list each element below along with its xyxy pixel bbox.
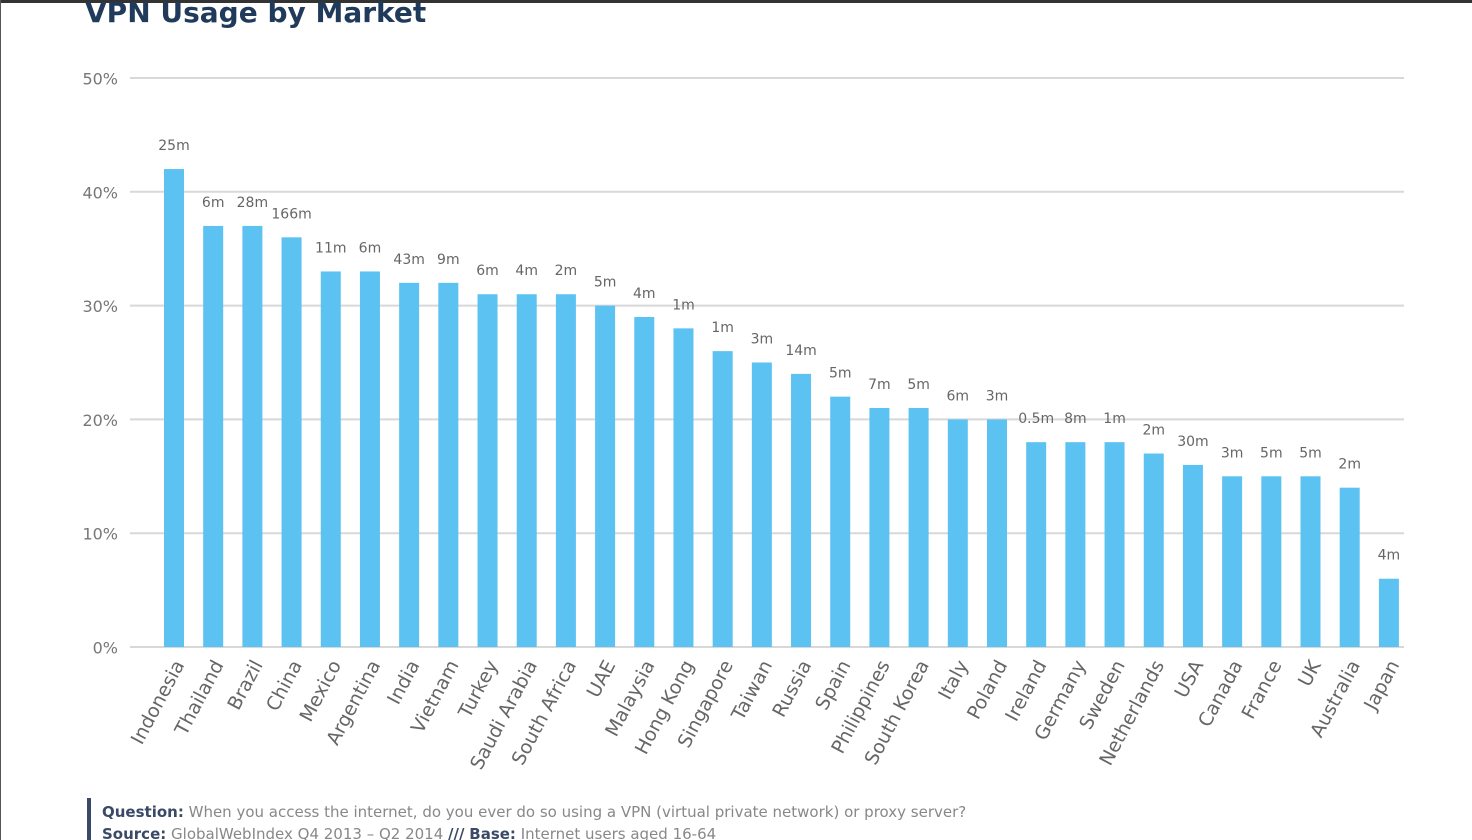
- bar: [634, 316, 655, 647]
- bar: [947, 419, 968, 647]
- bar: [1261, 476, 1282, 647]
- question-label: Question:: [102, 803, 184, 821]
- bar-annotation: 5m: [829, 366, 852, 382]
- left-border: [0, 0, 1, 840]
- bar: [1104, 442, 1125, 647]
- bar: [830, 396, 851, 647]
- bar: [516, 294, 537, 647]
- bar-annotation: 4m: [515, 263, 538, 279]
- bar: [320, 271, 341, 647]
- y-tick-label: 50%: [82, 70, 118, 89]
- bar: [1378, 578, 1399, 647]
- bar: [751, 362, 772, 647]
- bar-annotation: 6m: [202, 195, 225, 211]
- bar-annotation: 14m: [785, 343, 816, 359]
- bar-annotation: 30m: [1177, 434, 1208, 450]
- y-tick-label: 40%: [82, 183, 118, 202]
- x-tick-label: India: [383, 657, 424, 709]
- bar-annotation: 28m: [237, 195, 268, 211]
- bar: [986, 419, 1007, 647]
- footer-bar: [87, 798, 91, 840]
- x-tick-label: Brazil: [223, 657, 267, 714]
- y-tick-label: 10%: [82, 525, 118, 544]
- bar-annotation: 0.5m: [1018, 411, 1054, 427]
- x-tick-label: USA: [1170, 657, 1208, 702]
- bar-annotation: 2m: [555, 263, 578, 279]
- bar: [1182, 464, 1203, 647]
- bar-annotation: 3m: [751, 332, 774, 348]
- bar: [1065, 442, 1086, 647]
- bar: [1300, 476, 1321, 647]
- footer-source: Source: GlobalWebIndex Q4 2013 – Q2 2014…: [102, 825, 716, 840]
- bar-annotation: 7m: [868, 377, 891, 393]
- x-tick-label: UAE: [583, 657, 621, 702]
- source-label: Source:: [102, 825, 166, 840]
- bar: [791, 373, 812, 647]
- bar: [1143, 453, 1164, 647]
- bar: [712, 351, 733, 647]
- bar-annotation: 166m: [271, 206, 311, 222]
- bar: [555, 294, 576, 647]
- bar-annotation: 1m: [711, 320, 734, 336]
- base-text: Internet users aged 16-64: [521, 825, 716, 840]
- base-label: Base:: [469, 825, 516, 840]
- question-text: When you access the internet, do you eve…: [189, 803, 967, 821]
- bar: [869, 408, 890, 647]
- bar: [1222, 476, 1243, 647]
- chart-title: VPN Usage by Market: [85, 0, 426, 29]
- bar: [242, 225, 263, 647]
- y-tick-label: 30%: [82, 297, 118, 316]
- bar-annotation: 1m: [672, 297, 695, 313]
- bar: [477, 294, 498, 647]
- bar-annotation: 2m: [1338, 457, 1361, 473]
- source-text: GlobalWebIndex Q4 2013 – Q2 2014: [171, 825, 443, 840]
- separator: ///: [448, 825, 465, 840]
- y-tick-label: 0%: [93, 639, 118, 658]
- bar-annotation: 5m: [907, 377, 930, 393]
- footer-question: Question: When you access the internet, …: [102, 803, 966, 821]
- top-border: [0, 0, 1472, 3]
- bar: [1339, 487, 1360, 647]
- bar: [908, 408, 929, 647]
- bar-annotation: 6m: [476, 263, 499, 279]
- bar-annotation: 6m: [359, 240, 382, 256]
- x-tick-label: Italy: [934, 657, 973, 704]
- bar-annotation: 5m: [1260, 445, 1283, 461]
- bar: [673, 328, 694, 647]
- y-tick-label: 20%: [82, 411, 118, 430]
- bar-annotation: 3m: [1221, 445, 1244, 461]
- bar-annotation: 5m: [1299, 445, 1322, 461]
- bar: [281, 237, 302, 647]
- bar-annotation: 4m: [1378, 548, 1401, 564]
- bar-annotation: 11m: [315, 240, 346, 256]
- bar-annotation: 2m: [1142, 423, 1165, 439]
- bar: [203, 225, 224, 647]
- bar: [359, 271, 380, 647]
- bar: [595, 305, 616, 647]
- bar: [164, 169, 184, 648]
- bar-annotation: 5m: [594, 275, 617, 291]
- bar: [399, 282, 420, 647]
- x-tick-label: Japan: [1359, 657, 1404, 715]
- bar-annotation: 3m: [986, 388, 1009, 404]
- bar: [1026, 442, 1047, 647]
- bar-annotation: 8m: [1064, 411, 1087, 427]
- bar-annotation: 9m: [437, 252, 460, 268]
- bar-annotation: 4m: [633, 286, 656, 302]
- bar-annotation: 43m: [393, 252, 424, 268]
- x-tick-label: UK: [1294, 656, 1326, 690]
- bar-annotation: 6m: [947, 388, 970, 404]
- bar: [438, 282, 459, 647]
- bar-annotation: 25m: [158, 138, 189, 154]
- bar-annotation: 1m: [1103, 411, 1126, 427]
